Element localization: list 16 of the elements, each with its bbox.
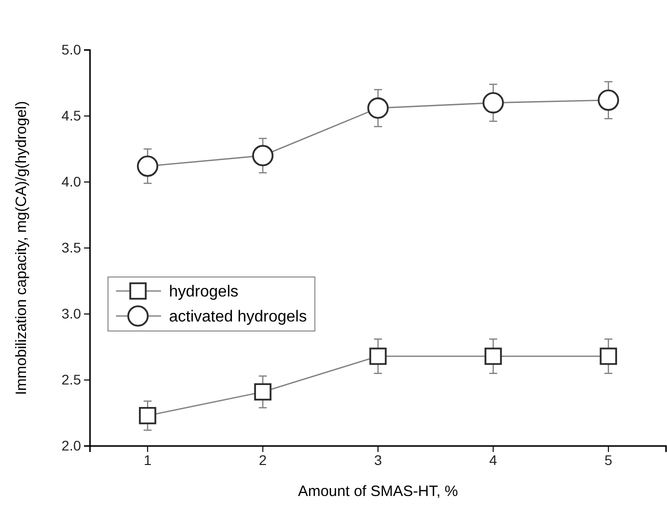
x-tick-label: 4 xyxy=(489,452,498,468)
x-tick-label: 5 xyxy=(604,452,612,468)
y-tick-label: 2.0 xyxy=(62,437,82,454)
x-tick-label: 2 xyxy=(258,452,267,468)
x-axis-title: Amount of SMAS-HT, % xyxy=(298,483,458,500)
y-tick-label: 5.0 xyxy=(62,41,82,58)
y-tick-label: 4.0 xyxy=(62,173,82,190)
y-tick-label: 3.0 xyxy=(62,305,82,322)
legend-label: hydrogels xyxy=(169,284,238,300)
y-axis-title: Immobilization capacity, mg(CA)/g(hydrogel) xyxy=(13,101,30,395)
y-tick-label: 4.5 xyxy=(62,107,82,124)
x-tick-label: 3 xyxy=(374,452,382,468)
x-tick-label: 1 xyxy=(144,452,152,468)
y-tick-label: 2.5 xyxy=(62,371,82,388)
y-tick-label: 3.5 xyxy=(62,239,82,256)
legend-label: activated hydrogels xyxy=(169,308,307,326)
